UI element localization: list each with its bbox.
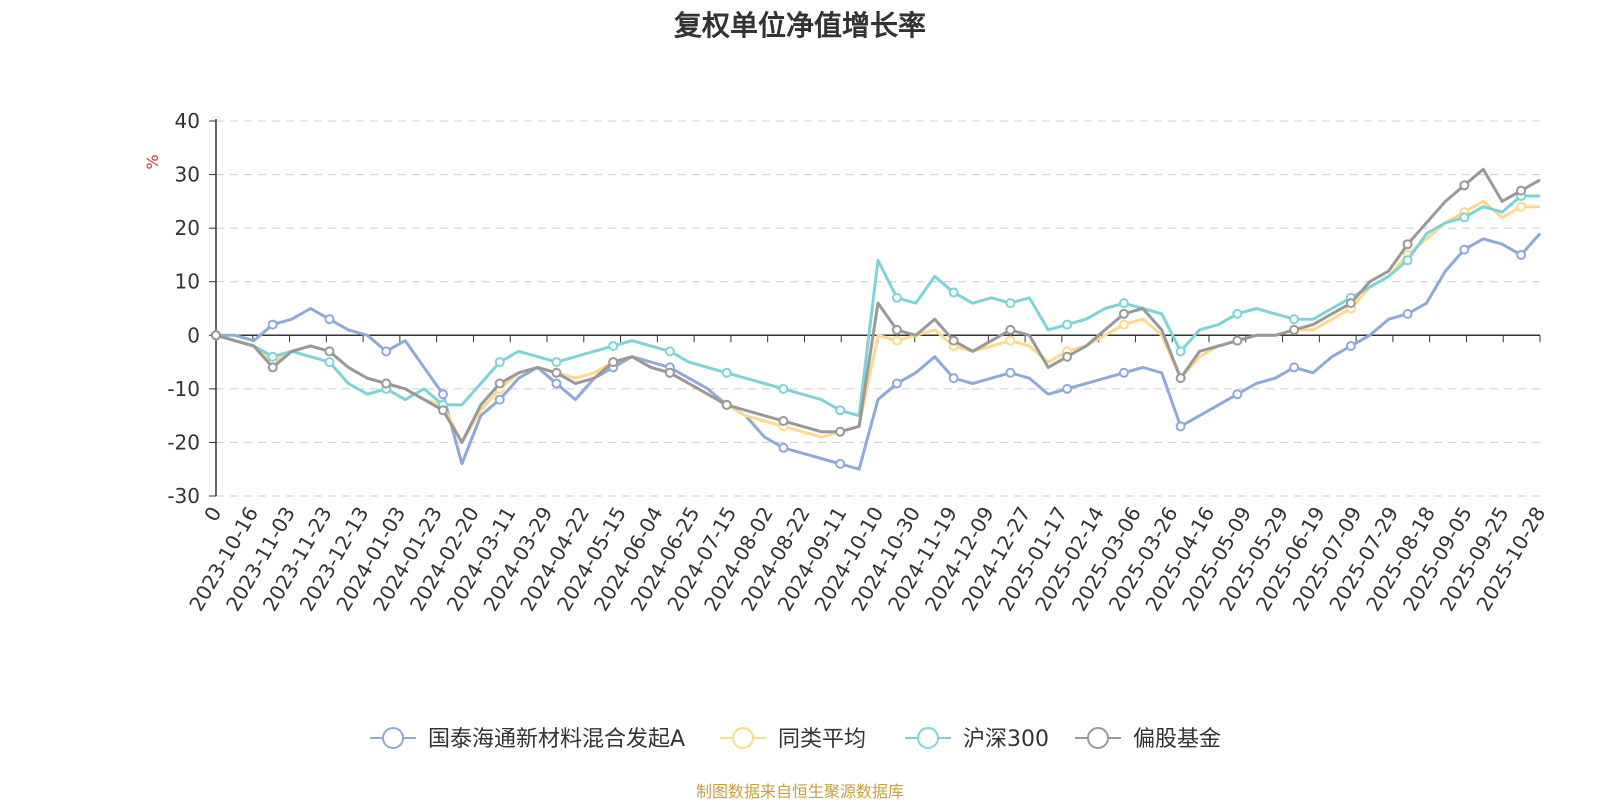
data-point xyxy=(835,458,846,469)
data-point xyxy=(1402,308,1413,319)
data-point xyxy=(437,405,448,416)
data-point xyxy=(551,367,562,378)
data-point xyxy=(1118,308,1129,319)
data-point xyxy=(1232,308,1243,319)
data-point xyxy=(1402,239,1413,250)
data-point xyxy=(664,346,675,357)
data-point xyxy=(267,351,278,362)
y-tick-label: 40 xyxy=(175,109,200,133)
data-point xyxy=(1345,298,1356,309)
data-point xyxy=(494,394,505,405)
data-point xyxy=(1005,335,1016,346)
data-point xyxy=(1402,255,1413,266)
data-point xyxy=(778,383,789,394)
series-line xyxy=(216,232,1542,471)
y-tick-label: -20 xyxy=(167,430,200,454)
data-point xyxy=(1118,319,1129,330)
grid-lines xyxy=(216,120,1540,497)
y-tick-label: 30 xyxy=(175,163,200,187)
data-point xyxy=(1289,324,1300,335)
data-point xyxy=(835,405,846,416)
data-point xyxy=(1516,185,1527,196)
legend-marker xyxy=(917,727,939,749)
data-point xyxy=(1459,244,1470,255)
legend: 国泰海通新材料混合发起A 同类平均 沪深300 偏股基金 xyxy=(370,727,1221,752)
data-point xyxy=(1062,351,1073,362)
data-point xyxy=(1118,367,1129,378)
legend-marker xyxy=(1087,727,1109,749)
y-tick-label: -30 xyxy=(167,484,200,508)
y-tick-label: 20 xyxy=(175,216,200,240)
series-line xyxy=(215,167,1541,444)
legend-label: 沪深300 xyxy=(963,727,1049,752)
data-point xyxy=(721,399,732,410)
legend-label: 国泰海通新材料混合发起A xyxy=(428,727,685,752)
data-point xyxy=(1005,324,1016,335)
data-point xyxy=(891,324,902,335)
data-point xyxy=(1459,212,1470,223)
data-point xyxy=(381,378,392,389)
data-point xyxy=(948,335,959,346)
legend-label: 同类平均 xyxy=(778,727,866,752)
chart-title: 复权单位净值增长率 xyxy=(673,9,926,42)
data-point xyxy=(778,442,789,453)
legend-label: 偏股基金 xyxy=(1133,727,1221,752)
data-point xyxy=(778,416,789,426)
data-point xyxy=(1232,335,1243,346)
data-point xyxy=(1175,373,1186,384)
data-point xyxy=(1289,362,1300,373)
data-point xyxy=(721,367,732,378)
y-axis-unit: % xyxy=(143,154,162,169)
data-point xyxy=(324,357,335,368)
data-point xyxy=(891,292,902,303)
data-point xyxy=(1005,367,1016,378)
y-tick-label: 0 xyxy=(187,323,200,347)
data-point xyxy=(437,389,448,400)
data-point xyxy=(835,426,846,437)
series-line xyxy=(215,194,1540,418)
data-point xyxy=(324,314,335,325)
legend-marker xyxy=(382,727,404,749)
data-point xyxy=(267,362,278,373)
data-point xyxy=(1232,389,1243,400)
data-point xyxy=(1516,249,1527,260)
data-point xyxy=(608,357,619,368)
data-point xyxy=(1062,319,1073,330)
data-point xyxy=(948,373,959,384)
y-tick-label: -10 xyxy=(167,377,200,401)
data-point xyxy=(1175,421,1186,432)
y-axis: -30 -20 -10 0 10 20 30 40 xyxy=(167,109,217,508)
data-point xyxy=(267,319,278,330)
data-point xyxy=(891,335,902,346)
data-point xyxy=(1118,298,1129,309)
legend-marker xyxy=(732,727,754,749)
data-point xyxy=(608,341,619,351)
data-point xyxy=(1175,346,1186,357)
data-point xyxy=(1459,180,1470,191)
data-point xyxy=(948,287,959,298)
data-point xyxy=(1345,341,1356,351)
data-point xyxy=(891,378,902,389)
data-point xyxy=(324,346,335,357)
data-point xyxy=(211,330,221,341)
data-source-note: 制图数据来自恒生聚源数据库 xyxy=(695,782,904,801)
series-line xyxy=(215,199,1540,444)
data-point xyxy=(1005,298,1016,309)
data-point xyxy=(551,378,562,389)
data-point xyxy=(664,367,675,378)
data-point xyxy=(551,357,562,368)
series-lines xyxy=(211,167,1542,471)
y-tick-label: 10 xyxy=(175,270,200,294)
data-point xyxy=(1289,314,1300,325)
data-point xyxy=(494,357,505,368)
data-point xyxy=(1516,201,1527,212)
data-point xyxy=(1062,383,1073,394)
data-point xyxy=(494,378,505,389)
data-point xyxy=(381,346,392,357)
x-tick-label: 0 xyxy=(199,503,226,526)
